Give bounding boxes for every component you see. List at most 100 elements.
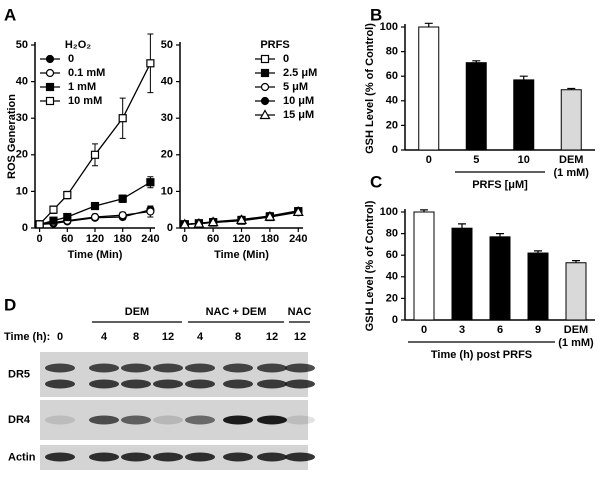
blot-band xyxy=(89,415,119,425)
x-axis-label: Time (Min) xyxy=(214,249,269,261)
bar xyxy=(413,211,435,321)
y-tick-label: 100 xyxy=(380,206,398,218)
legend-label: 15 μM xyxy=(283,109,314,121)
lane-label: 0 xyxy=(57,331,63,343)
blot-band xyxy=(153,452,183,462)
x-tick-label: 60 xyxy=(61,233,73,245)
blot-band xyxy=(223,452,253,462)
y-tick-label: 0 xyxy=(392,144,398,156)
legend-label: 0.1 mM xyxy=(68,67,105,79)
legend-marker xyxy=(45,54,55,64)
lane-label: 8 xyxy=(235,331,241,343)
y-tick-label: 80 xyxy=(386,46,398,58)
y-tick-label: 20 xyxy=(386,292,398,304)
y-tick-label: 30 xyxy=(161,112,173,124)
lane-label: 12 xyxy=(294,331,306,343)
bar xyxy=(560,89,582,151)
panel-letter: D xyxy=(4,295,16,314)
blot-band xyxy=(121,415,151,425)
legend-marker xyxy=(260,96,270,106)
y-tick-label: 100 xyxy=(380,21,398,33)
blot-band xyxy=(223,363,253,373)
x-tick-label: 9 xyxy=(534,324,542,336)
data-point xyxy=(118,194,127,203)
bar xyxy=(565,262,587,321)
blot-band xyxy=(153,415,183,425)
data-point xyxy=(292,206,304,216)
y-tick-label: 20 xyxy=(161,149,173,161)
x-tick-label: DEM (1 mM) xyxy=(558,324,594,349)
x-tick-label: 3 xyxy=(458,324,466,336)
bar xyxy=(418,26,440,151)
legend-label: 10 mM xyxy=(68,95,102,107)
data-point xyxy=(146,178,155,187)
x-tick-label: 240 xyxy=(141,233,159,245)
legend-marker xyxy=(45,68,55,78)
data-point xyxy=(118,114,127,123)
lane-label: 4 xyxy=(197,331,204,343)
y-tick-label: 0 xyxy=(22,222,28,234)
blot-band xyxy=(45,363,75,373)
time-label: Time (h): xyxy=(4,331,50,343)
bar xyxy=(451,227,473,321)
bar xyxy=(465,62,487,151)
blot-band xyxy=(257,415,287,425)
blot-band xyxy=(153,379,183,389)
blot-band xyxy=(185,379,215,389)
row-label: Actin xyxy=(8,451,36,463)
legend-marker xyxy=(260,54,270,64)
row-label: DR5 xyxy=(8,368,30,380)
legend-label: 10 μM xyxy=(283,95,314,107)
legend-title: PRFS xyxy=(260,39,289,51)
x-axis-label: PRFS [μM] xyxy=(472,179,528,191)
blot-band xyxy=(257,363,287,373)
y-tick-label: 30 xyxy=(16,112,28,124)
blot-band xyxy=(153,363,183,373)
data-point xyxy=(179,218,191,229)
legend-label: 1 mM xyxy=(68,81,96,93)
y-tick-label: 10 xyxy=(16,185,28,197)
lane-label: 8 xyxy=(133,331,139,343)
lane-label: 12 xyxy=(162,331,174,343)
error-bar xyxy=(519,75,528,80)
blot-band xyxy=(285,363,315,373)
data-point xyxy=(90,212,100,222)
y-tick-label: 0 xyxy=(392,314,398,326)
data-point xyxy=(207,216,219,227)
data-point xyxy=(90,201,100,211)
data-point xyxy=(146,59,155,68)
x-tick-label: 0 xyxy=(182,233,188,245)
y-tick-label: 0 xyxy=(167,222,173,234)
legend-marker xyxy=(45,96,55,106)
x-tick-label: 0 xyxy=(425,154,432,166)
blot-band xyxy=(223,379,253,389)
data-point xyxy=(235,214,248,225)
blot-band xyxy=(285,415,315,425)
y-tick-label: 40 xyxy=(161,76,173,88)
data-point xyxy=(49,205,58,214)
data-point xyxy=(264,210,276,221)
x-tick-label: 180 xyxy=(261,233,279,245)
blot-band xyxy=(45,452,75,462)
group-label: NAC xyxy=(288,306,312,318)
legend-label: 0 xyxy=(68,53,74,65)
data-point xyxy=(90,150,100,159)
y-tick-label: 80 xyxy=(386,228,398,240)
legend-label: 5 μM xyxy=(283,81,308,93)
x-axis-label: Time (h) post PRFS xyxy=(431,349,532,361)
panel-letter: B xyxy=(370,5,382,24)
y-tick-label: 60 xyxy=(386,70,398,82)
blot-band xyxy=(285,379,315,389)
blot-band xyxy=(185,363,215,373)
blot-band xyxy=(223,415,253,425)
y-tick-label: 10 xyxy=(161,185,173,197)
blot-band xyxy=(121,363,151,373)
x-tick-label: 120 xyxy=(86,233,104,245)
x-tick-label: 6 xyxy=(496,324,504,336)
blot-band xyxy=(89,363,119,373)
x-tick-label: 180 xyxy=(114,233,132,245)
legend-marker xyxy=(260,82,270,92)
legend-marker xyxy=(45,82,55,92)
y-tick-label: 20 xyxy=(16,149,28,161)
